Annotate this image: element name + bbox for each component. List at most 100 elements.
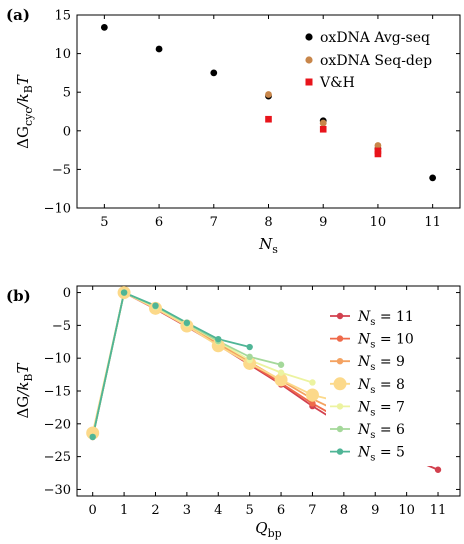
point-ns-11 [434, 466, 442, 473]
panel-b-ytick-label: 0 [63, 286, 71, 301]
panel-b-ylabel: ΔG/kBT [14, 362, 35, 418]
point-vh [374, 150, 382, 158]
panel-b-ylabel-main: ΔG [14, 396, 32, 419]
panel-b-xlabel-sub: bp [268, 527, 282, 540]
panel-b: (b) 0 1 2 3 4 5 6 7 8 9 10 11 0 −5 −10 −15 −20 −25 −30 Ns … [6, 285, 461, 540]
panel-a-xtick-label: 8 [264, 215, 272, 230]
legend-marker-seq-dep [305, 56, 313, 64]
panel-a-xtick-label: 11 [424, 215, 441, 230]
panel-a-ytick-label: 15 [54, 9, 71, 24]
panel-b-ticks: 0 1 2 3 4 5 6 7 8 9 10 11 0 −5 −10 −15 −20 −25 −30 [44, 286, 460, 518]
legend-marker-vh [305, 78, 313, 86]
point-ns-7 [309, 379, 316, 386]
panel-a-ytick-label: 5 [63, 86, 71, 101]
panel-b-ytick-label: −20 [44, 417, 71, 432]
panel-b-xtick-label: 7 [308, 503, 316, 518]
legend-label-ns-11: Ns = 11 [357, 309, 414, 328]
panel-b-ytick-label: −15 [44, 385, 71, 400]
legend-marker-ns-10 [336, 335, 344, 342]
line-ns-5 [91, 291, 250, 438]
panel-a-ytick-label: 0 [63, 124, 71, 139]
point-ns-5 [246, 343, 253, 351]
panel-a: (a) 5 6 7 8 9 10 11 −10 −5 0 5 10 15 oxDNA Avg-seq o… [6, 6, 461, 256]
panel-a-ylabel-suffix: /k [14, 93, 32, 109]
point-seq-dep [319, 119, 327, 127]
point-seq-dep [374, 142, 382, 149]
legend-label-vh: V&H [319, 75, 355, 91]
legend-marker-ns-6 [336, 425, 344, 433]
panel-a-ylabel-suffix-sub: B [22, 85, 35, 93]
panel-b-ylabel-tail: T [14, 362, 32, 373]
panel-b-xtick-label: 9 [371, 503, 379, 518]
panel-b-ytick-label: −10 [44, 352, 71, 367]
panel-a-xlabel-sub: s [272, 243, 278, 256]
panel-b-xtick-label: 6 [277, 503, 285, 518]
legend-label-avg-seq: oxDNA Avg-seq [320, 30, 430, 46]
point-ns-7 [277, 369, 285, 376]
panel-b-xtick-label: 8 [340, 503, 348, 518]
point-vh [319, 125, 327, 133]
panel-a-ylabel-tail: T [14, 74, 32, 85]
legend-marker-ns-7 [336, 403, 344, 410]
panel-b-label: (b) [6, 287, 31, 305]
panel-a-xtick-label: 7 [210, 215, 218, 230]
point-avg-seq [100, 23, 108, 31]
legend-label-ns-6: Ns = 6 [357, 422, 405, 441]
line-ns-8 [91, 291, 345, 434]
point-ns-5 [215, 335, 222, 343]
panel-a-xlabel: Ns [258, 235, 278, 256]
legend-label-ns-5: Ns = 5 [357, 445, 405, 464]
point-ns-8 [211, 339, 225, 353]
panel-b-ytick-label: −25 [44, 450, 71, 465]
point-seq-dep [265, 91, 272, 98]
panel-a-ticks: 5 6 7 8 9 10 11 −10 −5 0 5 10 15 [44, 9, 460, 230]
legend-marker-ns-11 [336, 312, 344, 320]
point-ns-6 [277, 361, 285, 368]
legend-marker-ns-9 [336, 358, 344, 365]
legend-marker-ns-5 [336, 448, 344, 455]
panel-a-legend-box [296, 23, 456, 93]
point-ns-5 [183, 319, 191, 326]
panel-a-xtick-label: 6 [155, 215, 163, 230]
point-ns-8 [243, 356, 257, 370]
panel-b-xtick-label: 3 [183, 503, 191, 518]
panel-b-ylabel-suffix: /k [14, 382, 32, 398]
panel-a-ytick-label: −5 [52, 163, 71, 178]
legend-label-ns-8: Ns = 8 [357, 377, 405, 396]
point-ns-6 [246, 353, 253, 361]
point-ns-8 [86, 426, 100, 440]
point-ns-8 [274, 373, 288, 387]
panel-a-xtick-label: 5 [100, 215, 108, 230]
panel-b-xtick-label: 4 [214, 503, 222, 518]
panel-b-xlabel-main: Q [255, 519, 267, 537]
legend-label-ns-10: Ns = 10 [357, 332, 414, 351]
panel-b-xtick-label: 5 [246, 503, 254, 518]
point-avg-seq [429, 174, 437, 182]
panel-a-xtick-label: 9 [319, 215, 327, 230]
legend-label-ns-9: Ns = 9 [357, 354, 405, 373]
panel-b-xtick-label: 11 [430, 503, 447, 518]
panel-a-marks [100, 23, 437, 182]
panel-b-xlabel: Qbp [255, 519, 281, 540]
point-avg-seq [155, 45, 163, 53]
point-vh [265, 115, 272, 123]
panel-a-ytick-label: 10 [54, 47, 71, 62]
panel-a-ylabel: ΔGcyc/kBT [14, 74, 35, 149]
panel-a-label: (a) [6, 6, 30, 24]
point-ns-5 [152, 302, 159, 309]
legend-label-seq-dep: oxDNA Seq-dep [320, 53, 432, 69]
panel-b-xtick-label: 2 [151, 503, 159, 518]
point-ns-8 [305, 388, 319, 402]
legend-marker-avg-seq [305, 33, 313, 41]
panel-a-ytick-label: −10 [44, 202, 71, 217]
panel-a-ylabel-sub: cyc [22, 107, 35, 126]
legend-marker-ns-8 [333, 377, 347, 391]
panel-b-ytick-label: −30 [44, 483, 71, 498]
point-ns-10 [309, 400, 316, 407]
panel-b-xtick-label: 10 [398, 503, 415, 518]
panel-b-xtick-label: 1 [120, 503, 128, 518]
panel-b-xtick-label: 0 [89, 503, 97, 518]
panel-b-ytick-label: −5 [52, 319, 71, 334]
point-ns-5 [120, 289, 128, 296]
